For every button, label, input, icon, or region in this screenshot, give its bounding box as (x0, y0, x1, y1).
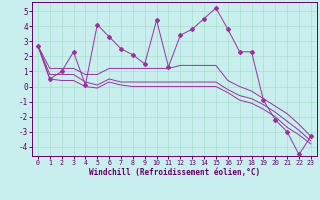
X-axis label: Windchill (Refroidissement éolien,°C): Windchill (Refroidissement éolien,°C) (89, 168, 260, 177)
